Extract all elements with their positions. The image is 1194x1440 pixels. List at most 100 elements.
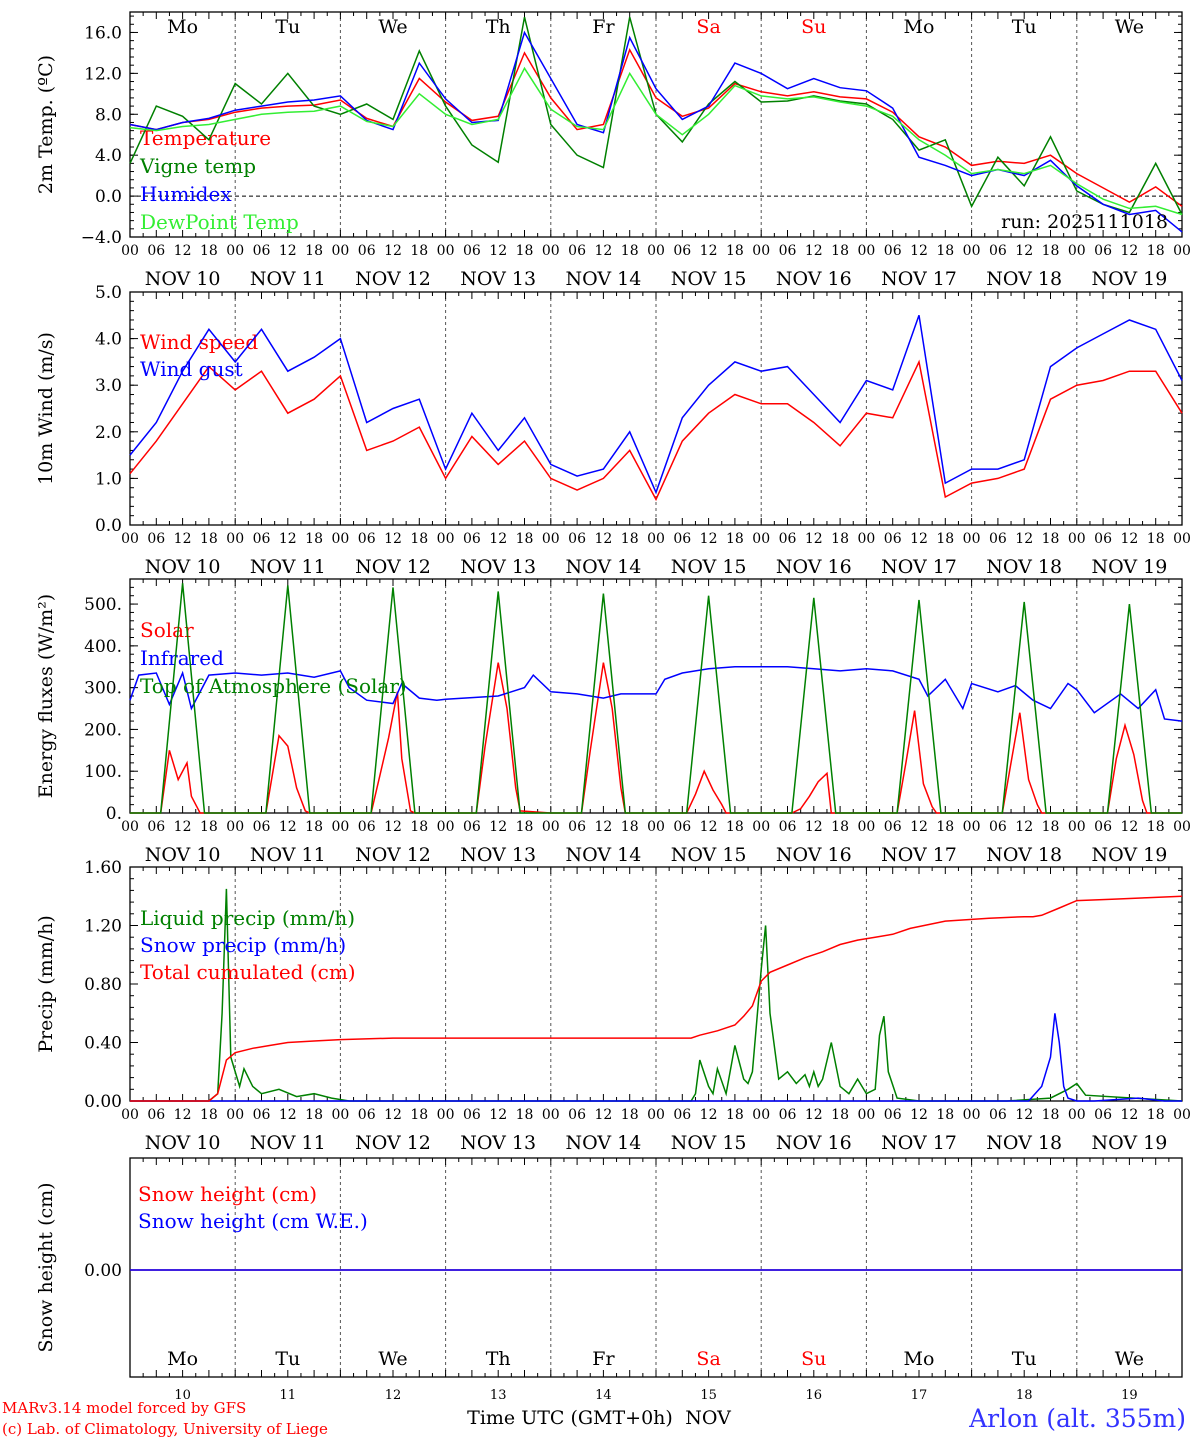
hour-label: 12 (1015, 1107, 1033, 1123)
hour-label: 06 (253, 819, 271, 835)
date-label: NOV 17 (881, 1132, 957, 1154)
hour-label: 00 (121, 819, 139, 835)
series-line-dewpoint-temp (129, 66, 1183, 216)
legend-entry: Wind gust (140, 357, 243, 381)
y-tick-label: 3.0 (95, 376, 122, 396)
legend-entry: Liquid precip (mm/h) (140, 906, 355, 930)
day-number-label: 19 (1121, 1388, 1138, 1403)
hour-label: 00 (226, 531, 244, 547)
hour-label: 12 (910, 243, 928, 259)
date-label: NOV 12 (355, 844, 431, 866)
hour-label: 12 (700, 531, 718, 547)
hour-label: 18 (200, 243, 218, 259)
date-label: NOV 16 (776, 1132, 852, 1154)
hour-label: 18 (305, 819, 323, 835)
hour-label: 00 (857, 1107, 875, 1123)
legend-entry: Infrared (140, 646, 224, 670)
date-label: NOV 16 (776, 844, 852, 866)
legend-entry: Vigne temp (139, 154, 256, 178)
weekday-label: Th (486, 16, 511, 38)
hour-label: 00 (542, 531, 560, 547)
hour-label: 06 (884, 1107, 902, 1123)
hour-label: 12 (700, 1107, 718, 1123)
hour-label: 00 (1173, 1107, 1191, 1123)
hour-label: 12 (279, 1107, 297, 1123)
legend-entry: Total cumulated (cm) (140, 960, 356, 984)
series-line-snow-precip-mm-h (130, 1013, 1182, 1102)
x-axis-label: Time UTC (GMT+0h) (467, 1407, 673, 1429)
date-label: NOV 10 (145, 268, 221, 290)
hour-label: 06 (358, 819, 376, 835)
y-tick-label: 0.0 (95, 516, 122, 536)
hour-label: 06 (253, 243, 271, 259)
hour-label: 18 (936, 819, 954, 835)
date-label: NOV 12 (355, 556, 431, 578)
hour-label: 18 (831, 531, 849, 547)
date-label: NOV 11 (250, 268, 326, 290)
y-tick-label: 2.0 (95, 423, 122, 443)
hour-label: 18 (831, 1107, 849, 1123)
hour-label: 06 (568, 243, 586, 259)
hour-label: 00 (857, 819, 875, 835)
series-line-infrared (129, 666, 1183, 722)
legend-entry: Top of Atmosphere (Solar) (140, 674, 407, 698)
hour-label: 00 (542, 1107, 560, 1123)
weekday-label: Mo (167, 1348, 198, 1370)
y-axis-label: 10m Wind (m/s) (35, 332, 57, 485)
hour-label: 12 (910, 1107, 928, 1123)
date-label: NOV 11 (250, 1132, 326, 1154)
hour-label: 06 (358, 1107, 376, 1123)
x-axis-month-label: NOV (685, 1407, 731, 1429)
hour-label: 00 (1068, 1107, 1086, 1123)
weekday-label: Tu (1012, 1348, 1037, 1370)
y-tick-label: 5.0 (95, 283, 122, 303)
hour-label: 00 (647, 1107, 665, 1123)
weekday-label: Sa (696, 16, 720, 38)
day-number-label: 18 (1016, 1388, 1033, 1403)
hour-label: 12 (174, 819, 192, 835)
hour-label: 00 (1173, 243, 1191, 259)
hour-label: 06 (673, 819, 691, 835)
hour-label: 18 (1042, 531, 1060, 547)
date-label: NOV 10 (145, 844, 221, 866)
weekday-label: Mo (904, 1348, 935, 1370)
date-label: NOV 14 (565, 556, 641, 578)
hour-label: 18 (305, 243, 323, 259)
hour-label: 12 (1120, 243, 1138, 259)
hour-label: 12 (805, 1107, 823, 1123)
weekday-label: Tu (275, 1348, 300, 1370)
hour-label: 06 (463, 819, 481, 835)
date-label: NOV 10 (145, 1132, 221, 1154)
hour-label: 06 (1094, 819, 1112, 835)
hour-label: 00 (437, 1107, 455, 1123)
y-axis-label: Energy fluxes (W/m²) (35, 594, 57, 798)
y-tick-label: 16.0 (84, 23, 122, 43)
date-label: NOV 19 (1091, 1132, 1167, 1154)
date-label: NOV 18 (986, 844, 1062, 866)
hour-label: 06 (568, 819, 586, 835)
date-label: NOV 14 (565, 844, 641, 866)
hour-label: 00 (331, 531, 349, 547)
hour-label: 18 (726, 1107, 744, 1123)
legend-entry: Snow height (cm W.E.) (138, 1209, 368, 1233)
hour-label: 06 (147, 531, 165, 547)
hour-label: 06 (779, 819, 797, 835)
weekday-label: We (378, 16, 407, 38)
hour-label: 06 (779, 1107, 797, 1123)
hour-label: 12 (489, 531, 507, 547)
hour-label: 00 (1068, 819, 1086, 835)
hour-label: 12 (384, 1107, 402, 1123)
weekday-label: Fr (592, 1348, 615, 1370)
y-tick-label: 0. (106, 804, 122, 824)
hour-label: 12 (489, 243, 507, 259)
y-tick-label: 400. (84, 637, 122, 657)
y-tick-label: 0.40 (84, 1034, 122, 1054)
date-label: NOV 14 (565, 268, 641, 290)
hour-label: 18 (1147, 243, 1165, 259)
date-label: NOV 15 (671, 268, 747, 290)
day-number-label: 16 (806, 1388, 823, 1403)
hour-label: 12 (1015, 819, 1033, 835)
day-number-label: 17 (911, 1388, 928, 1403)
date-label: NOV 15 (671, 556, 747, 578)
